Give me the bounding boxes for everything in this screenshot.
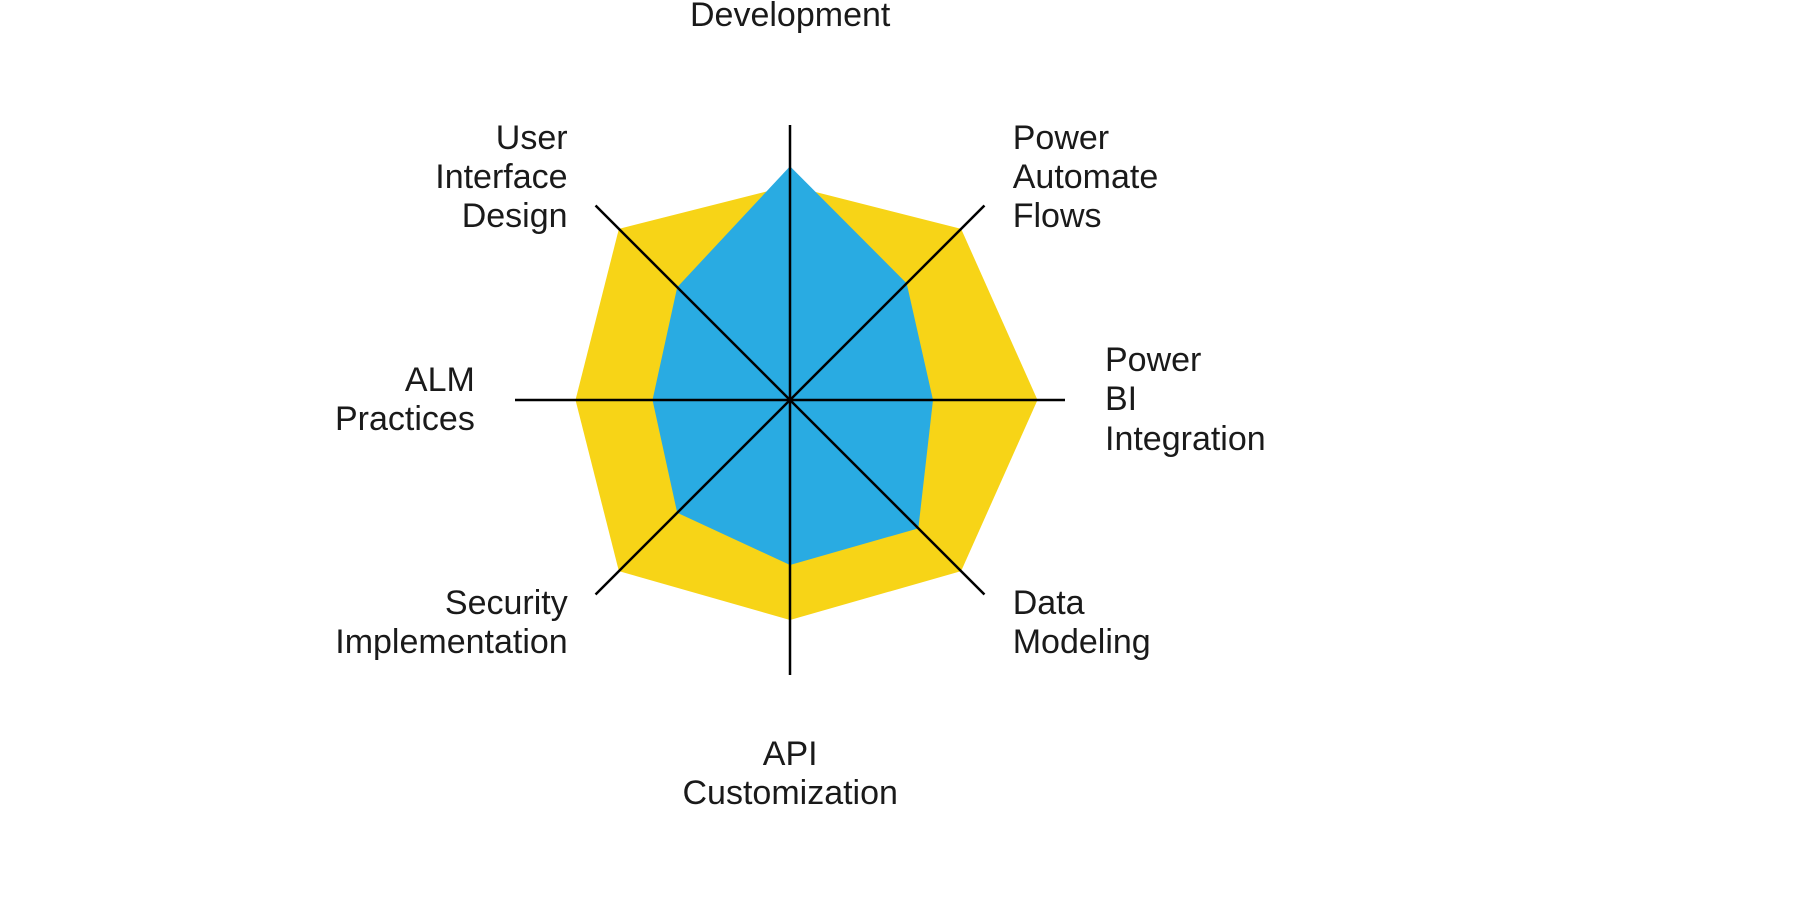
axis-label-4: API Customization xyxy=(683,735,898,813)
series-group xyxy=(576,166,1038,620)
radar-svg xyxy=(0,0,1800,900)
axis-label-0: PowerApps Development xyxy=(690,0,890,35)
radar-chart: PowerApps Development Power Automate Flow… xyxy=(0,0,1800,900)
spokes-group xyxy=(515,125,1065,675)
axis-label-5: Security Implementation xyxy=(335,584,567,662)
axis-label-1: Power Automate Flows xyxy=(1013,119,1159,236)
axis-label-2: Power BI Integration xyxy=(1105,341,1266,458)
axis-label-7: User Interface Design xyxy=(435,119,567,236)
axis-label-3: Data Modeling xyxy=(1013,584,1151,662)
axis-label-6: ALM Practices xyxy=(335,361,475,439)
